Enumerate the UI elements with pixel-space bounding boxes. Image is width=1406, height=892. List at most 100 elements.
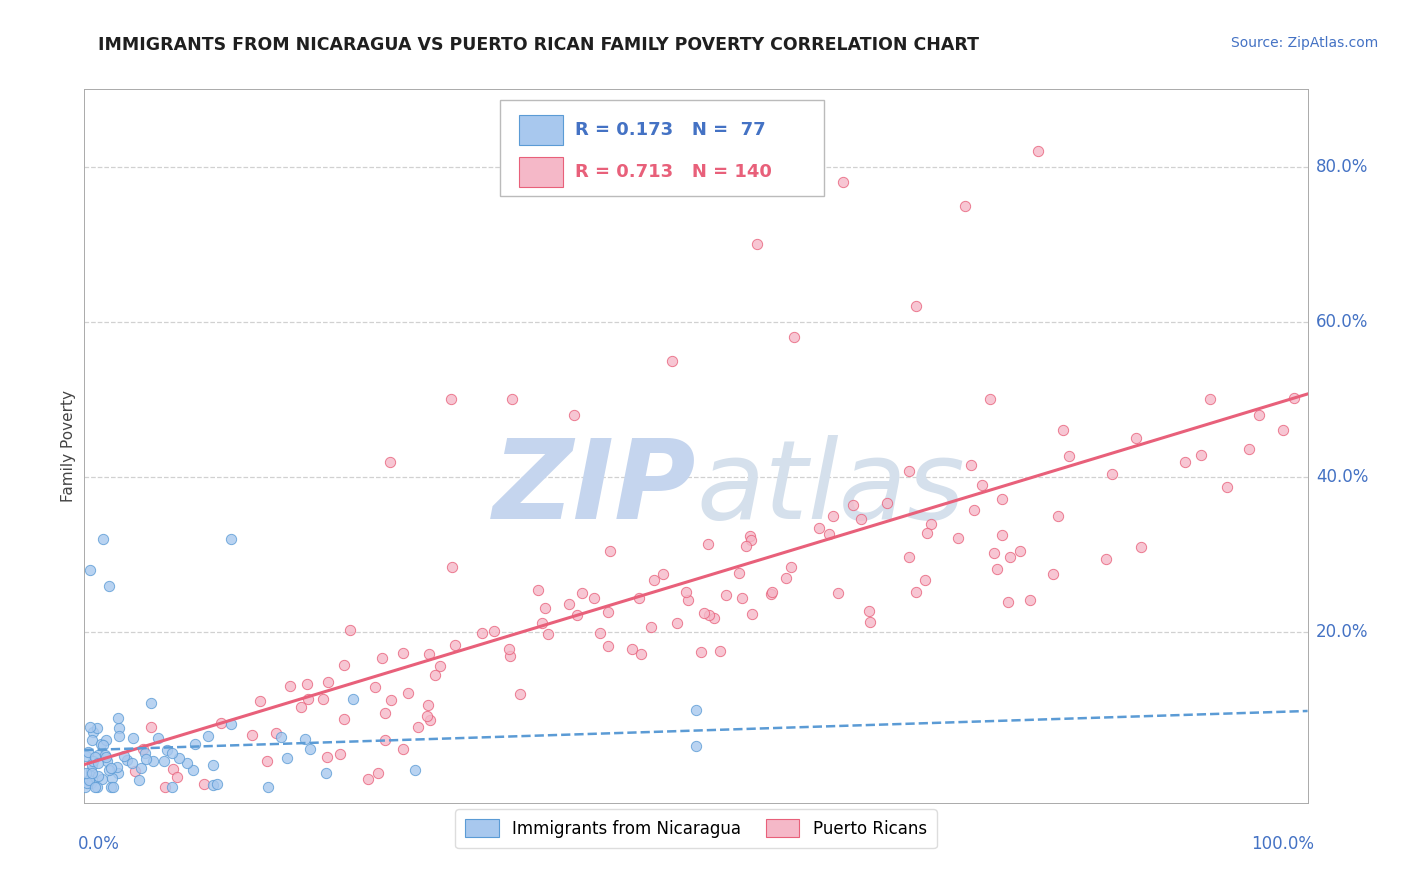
Point [851,512,873,526]
Point [998,549,1021,564]
Point [1284,392,1306,406]
Point [898,550,921,565]
Point [316,675,339,690]
Point [115,753,138,767]
Point [75,780,97,795]
Point [915,526,938,541]
Point [176,756,198,770]
Y-axis label: Family Poverty: Family Poverty [60,390,76,502]
Point [80,769,103,783]
Point [391,741,413,756]
Point [986,562,1008,576]
Point [1094,552,1116,566]
Point [1042,567,1064,582]
Point [859,615,882,629]
Point [1215,480,1237,494]
Point [107,711,129,725]
Point [201,778,224,792]
Point [738,529,761,543]
Point [357,772,380,786]
Text: ZIP: ZIP [492,435,696,542]
Point [184,737,207,751]
Point [734,539,756,553]
Point [1130,540,1153,554]
Text: Source: ZipAtlas.com: Source: ZipAtlas.com [1230,36,1378,50]
Point [761,587,783,601]
Point [685,703,707,717]
Point [440,392,463,407]
Point [596,639,619,653]
Point [914,573,936,587]
Point [997,595,1019,609]
FancyBboxPatch shape [519,115,562,145]
Point [166,771,188,785]
Point [129,761,152,775]
Point [571,586,593,600]
Point [121,731,143,745]
Point [630,647,652,661]
Text: 60.0%: 60.0% [1316,313,1368,331]
Point [90,772,112,786]
Point [380,693,402,707]
Point [396,686,419,700]
Point [425,668,447,682]
Text: 100.0%: 100.0% [1251,835,1313,853]
Point [105,760,128,774]
Point [183,763,205,777]
Point [219,717,242,731]
Point [82,725,104,739]
Point [728,566,751,581]
Point [716,588,738,602]
Point [134,746,156,760]
Point [374,733,396,747]
Point [124,764,146,778]
Point [146,731,169,745]
Point [498,642,520,657]
Point [312,691,335,706]
Point [77,745,100,759]
Point [1174,454,1197,468]
Point [761,585,783,599]
Point [86,721,108,735]
Point [621,642,644,657]
Point [256,754,278,768]
Point [699,608,721,623]
FancyBboxPatch shape [501,100,824,196]
Point [315,766,337,780]
Point [169,751,191,765]
Point [1057,449,1080,463]
Text: IMMIGRANTS FROM NICARAGUA VS PUERTO RICAN FAMILY POVERTY CORRELATION CHART: IMMIGRANTS FROM NICARAGUA VS PUERTO RICA… [98,36,980,54]
Point [79,776,101,790]
Point [842,498,865,512]
Point [905,299,928,313]
Point [91,532,114,546]
Point [96,754,118,768]
Point [537,627,560,641]
Point [661,353,683,368]
Point [94,733,117,747]
Point [79,563,101,577]
Point [979,392,1001,407]
Point [640,619,662,633]
Point [103,780,125,795]
Point [526,583,548,598]
Point [82,755,104,769]
Point [740,533,762,547]
Point [132,742,155,756]
Point [84,749,107,764]
Point [1028,145,1050,159]
Point [276,751,298,765]
Point [77,773,100,788]
Point [557,598,579,612]
Point [693,606,716,620]
Point [75,748,97,763]
Point [90,737,112,751]
Point [783,330,806,344]
Point [959,458,981,472]
Point [534,601,557,615]
Point [904,584,927,599]
Text: 80.0%: 80.0% [1316,158,1368,176]
Point [205,777,228,791]
Point [80,733,103,747]
Point [530,616,553,631]
